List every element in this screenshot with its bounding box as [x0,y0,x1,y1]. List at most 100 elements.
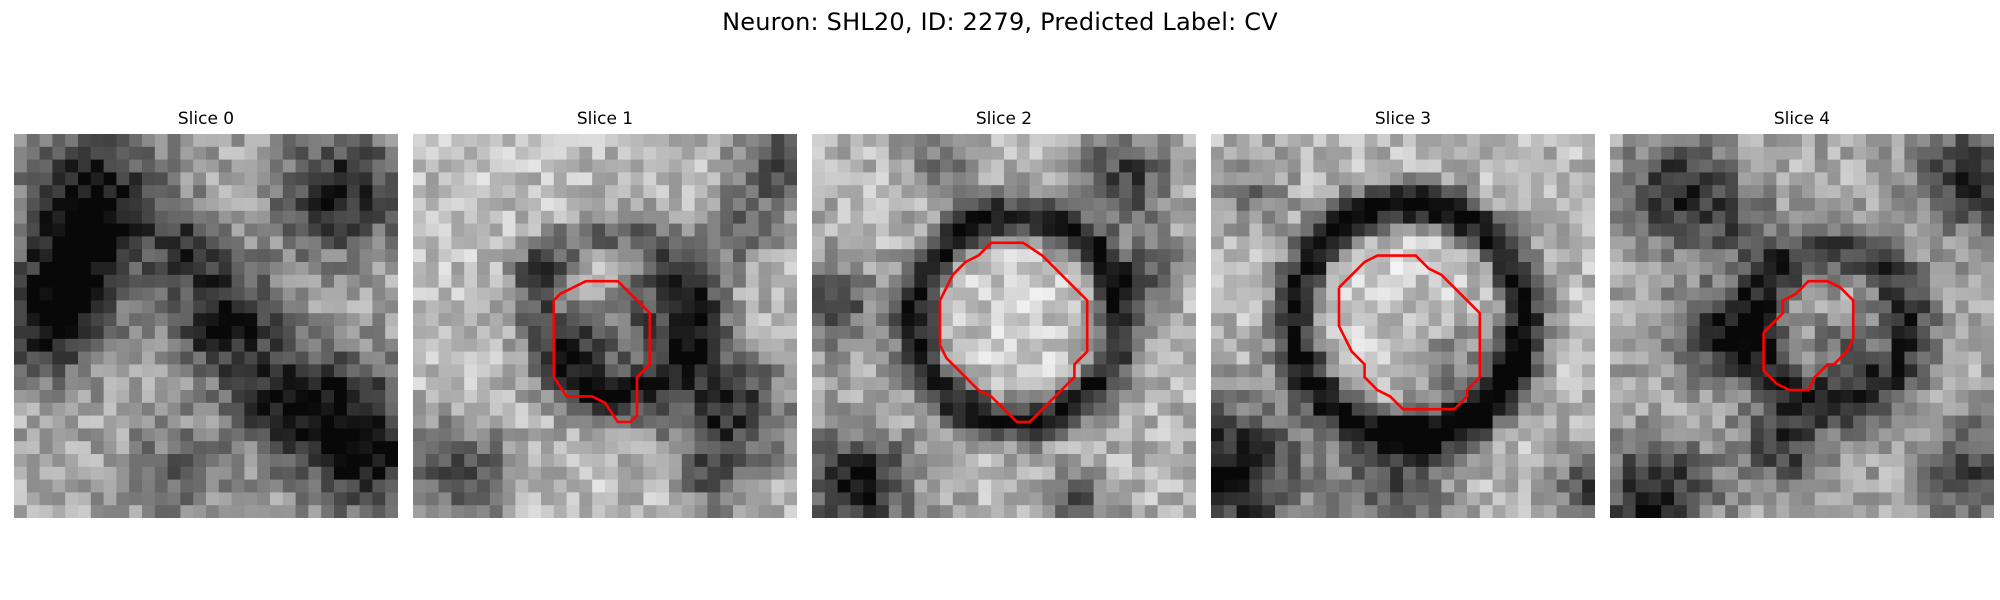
pixel-cell [876,236,890,250]
figure-title: Neuron: SHL20, ID: 2279, Predicted Label… [722,8,1278,36]
pixel-cell [372,287,386,301]
pixel-cell [282,262,296,276]
pixel-cell [1249,377,1263,391]
pixel-cell [1106,223,1120,237]
pixel-cell [656,441,670,455]
pixel-cell [451,134,465,148]
pixel-cell [372,351,386,365]
pixel-cell [346,415,360,429]
pixel-cell [1904,236,1918,250]
pixel-cell [1814,287,1828,301]
pixel-cell [1492,172,1506,186]
pixel-cell [991,492,1005,506]
pixel-cell [978,262,992,276]
pixel-cell [579,172,593,186]
pixel-cell [1492,338,1506,352]
pixel-cell [914,364,928,378]
pixel-cell [39,402,53,416]
pixel-cell [1454,415,1468,429]
pixel-cell [1223,198,1237,212]
pixel-cell [154,198,168,212]
pixel-cell [1569,377,1583,391]
pixel-cell [1287,479,1301,493]
pixel-cell [1223,492,1237,506]
pixel-cell [1648,159,1662,173]
pixel-cell [1211,428,1225,442]
pixel-cell [1157,210,1171,224]
pixel-cell [334,146,348,160]
pixel-cell [1287,262,1301,276]
pixel-cell [39,262,53,276]
pixel-cell [1080,454,1094,468]
pixel-cell [1119,146,1133,160]
pixel-cell [26,479,40,493]
pixel-cell [1891,300,1905,314]
pixel-cell [745,185,759,199]
pixel-cell [1055,249,1069,263]
pixel-cell [359,198,373,212]
pixel-cell [257,313,271,327]
pixel-cell [1029,287,1043,301]
pixel-cell [1223,274,1237,288]
pixel-cell [1789,262,1803,276]
pixel-cell [965,364,979,378]
pixel-cell [78,210,92,224]
pixel-cell [1853,313,1867,327]
pixel-cell [1725,210,1739,224]
pixel-cell [257,364,271,378]
pixel-cell [1789,402,1803,416]
pixel-cell [1144,402,1158,416]
pixel-cell [630,313,644,327]
pixel-cell [1648,313,1662,327]
pixel-cell [991,479,1005,493]
pixel-cell [1016,134,1030,148]
pixel-cell [1467,134,1481,148]
pixel-cell [385,351,398,365]
pixel-cell [295,262,309,276]
pixel-cell [758,428,772,442]
pixel-cell [656,466,670,480]
pixel-cell [1891,428,1905,442]
pixel-cell [681,505,695,518]
pixel-cell [1068,223,1082,237]
pixel-cell [346,466,360,480]
pixel-cell [464,313,478,327]
pixel-cell [1068,262,1082,276]
pixel-cell [438,313,452,327]
pixel-cell [1699,236,1713,250]
pixel-cell [14,287,28,301]
pixel-cell [477,146,491,160]
pixel-cell [52,313,66,327]
pixel-cell [850,415,864,429]
pixel-cell [850,249,864,263]
pixel-cell [154,492,168,506]
pixel-cell [1029,313,1043,327]
pixel-cell [1029,492,1043,506]
pixel-cell [385,313,398,327]
pixel-cell [1492,223,1506,237]
pixel-cell [1789,326,1803,340]
pixel-cell [1313,223,1327,237]
pixel-cell [1467,198,1481,212]
pixel-cell [1157,415,1171,429]
pixel-cell [1789,454,1803,468]
pixel-cell [116,402,130,416]
pixel-cell [103,454,117,468]
pixel-cell [837,274,851,288]
pixel-cell [1080,466,1094,480]
pixel-cell [438,287,452,301]
pixel-cell [1275,351,1289,365]
pixel-cell [630,466,644,480]
pixel-cell [1622,351,1636,365]
pixel-cell [901,287,915,301]
pixel-cell [385,338,398,352]
pixel-cell [1236,415,1250,429]
pixel-cell [359,454,373,468]
pixel-cell [1339,428,1353,442]
pixel-cell [1339,210,1353,224]
pixel-cell [180,338,194,352]
pixel-cell [425,466,439,480]
pixel-cell [1403,415,1417,429]
pixel-cell [438,415,452,429]
pixel-cell [129,210,143,224]
